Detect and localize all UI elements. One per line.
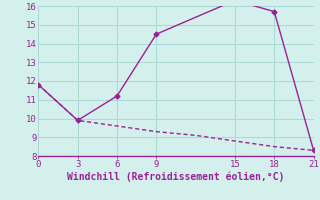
X-axis label: Windchill (Refroidissement éolien,°C): Windchill (Refroidissement éolien,°C): [67, 172, 285, 182]
